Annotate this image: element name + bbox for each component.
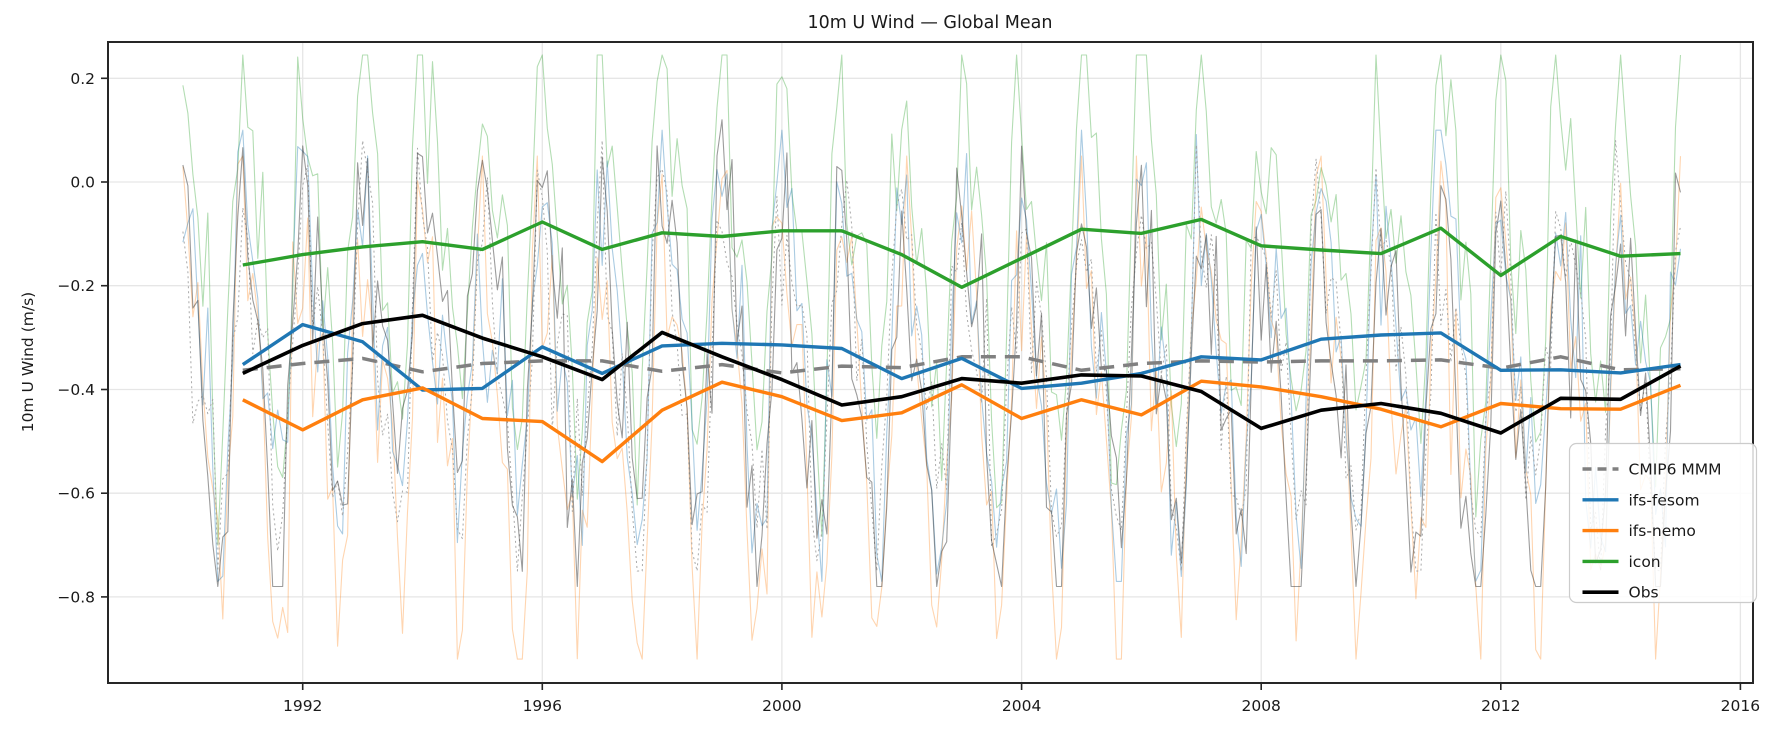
legend-label: icon — [1629, 553, 1661, 571]
y-tick-label: −0.2 — [57, 277, 95, 295]
legend-label: ifs-nemo — [1629, 522, 1696, 540]
y-tick-label: −0.8 — [57, 588, 95, 606]
annual-line-ifs-nemo — [242, 379, 1682, 464]
legend: CMIP6 MMM ifs-fesom ifs-nemo icon Obs — [1568, 442, 1758, 604]
annual-line-icon — [242, 217, 1681, 289]
y-tick-label: −0.4 — [57, 381, 95, 399]
y-tick-label: 0.2 — [70, 70, 95, 88]
axes — [101, 41, 1754, 690]
x-tick-label: 2008 — [1241, 697, 1280, 715]
x-tick-label: 2016 — [1721, 697, 1760, 715]
monthly-line-ifs-nemo — [182, 155, 1682, 660]
x-tick-label: 1996 — [523, 697, 562, 715]
plot-border — [107, 41, 1754, 684]
x-tick-label: 1992 — [283, 697, 322, 715]
legend-label: Obs — [1629, 584, 1659, 602]
tick-labels: 1992 1996 2000 2004 2008 2012 2016 0.2 0.0 −0.2 −0… — [57, 70, 1760, 715]
x-tick-label: 2012 — [1481, 697, 1520, 715]
x-tick-label: 2000 — [762, 697, 801, 715]
annual-lines — [241, 217, 1682, 464]
annual-line-ifs-fesom — [241, 322, 1681, 392]
x-tick-label: 2004 — [1002, 697, 1041, 715]
annual-line-obs — [242, 313, 1682, 435]
chart-title: 10m U Wind — Global Mean — [808, 13, 1053, 33]
monthly-line-obs — [182, 119, 1682, 588]
monthly-line-icon — [182, 54, 1682, 546]
legend-label: CMIP6 MMM — [1629, 461, 1722, 479]
y-tick-label: −0.6 — [57, 485, 95, 503]
legend-label: ifs-fesom — [1629, 491, 1700, 509]
monthly-line-cmip6-mmm — [182, 140, 1681, 572]
monthly-lines — [182, 54, 1682, 660]
y-axis-label: 10m U Wind (m/s) — [19, 292, 37, 432]
y-tick-label: 0.0 — [70, 174, 95, 192]
